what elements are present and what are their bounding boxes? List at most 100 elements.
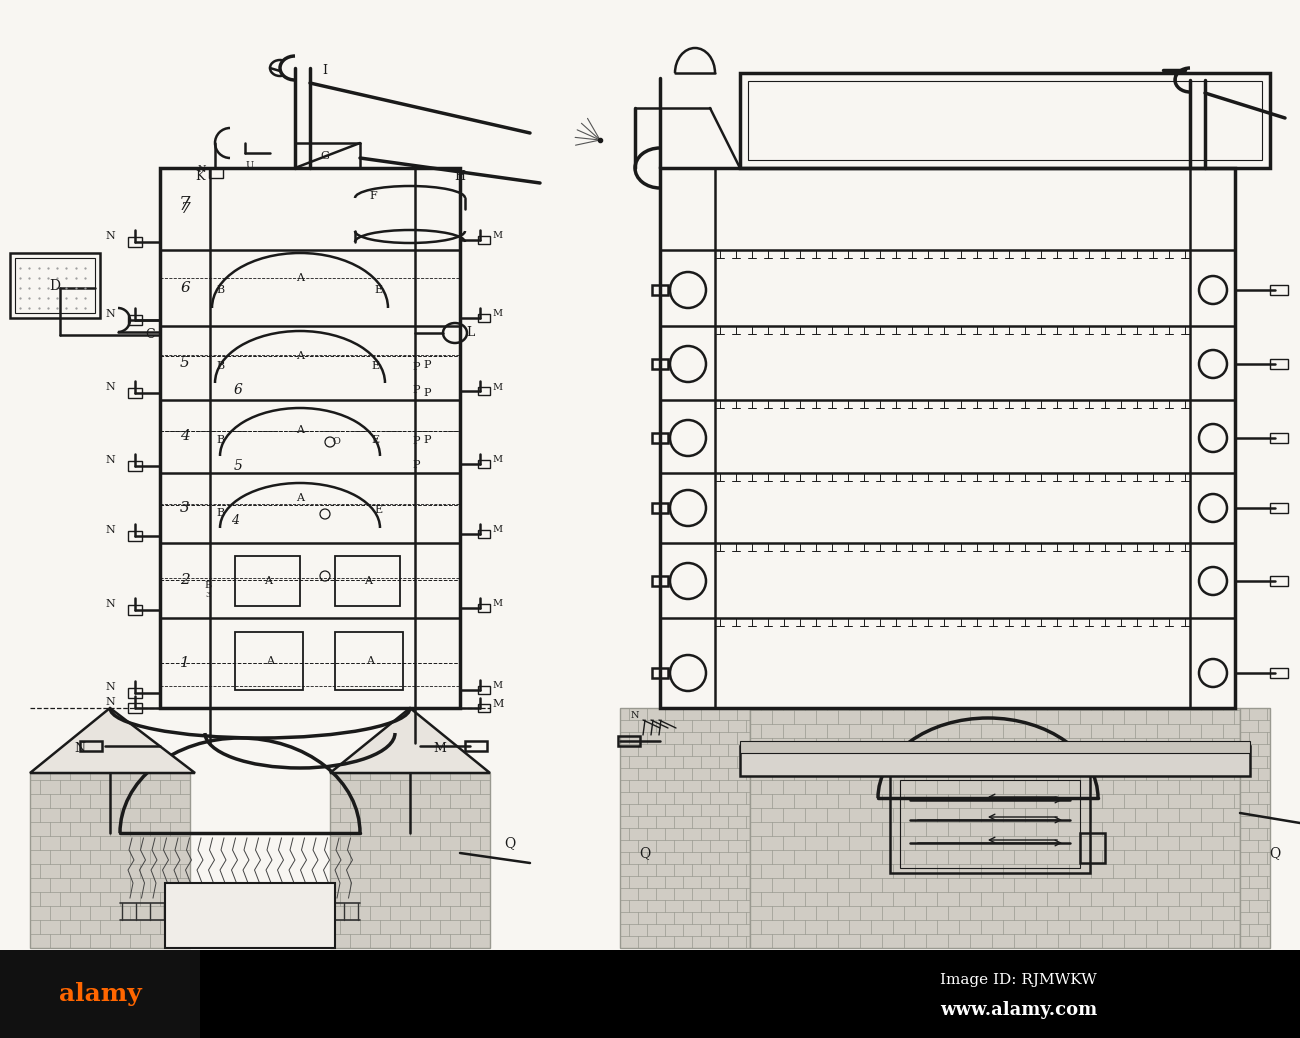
Bar <box>620 708 750 948</box>
Bar <box>1270 433 1288 443</box>
Text: D: D <box>49 279 61 293</box>
Bar <box>160 168 460 708</box>
Text: Image ID: RJMWKW: Image ID: RJMWKW <box>940 973 1097 987</box>
Text: 3: 3 <box>205 591 211 599</box>
Text: F: F <box>369 191 377 201</box>
Text: N: N <box>105 682 114 692</box>
Text: N: N <box>105 696 114 707</box>
Bar <box>127 531 142 541</box>
Bar <box>660 168 715 708</box>
Text: P: P <box>412 436 420 446</box>
Bar <box>653 285 668 295</box>
Bar <box>30 773 190 948</box>
Text: A: A <box>296 351 304 361</box>
Text: A: A <box>296 493 304 503</box>
Text: 5: 5 <box>181 356 190 370</box>
Text: P: P <box>412 362 420 372</box>
Text: P: P <box>412 385 420 395</box>
Bar <box>465 741 488 752</box>
Text: Q: Q <box>1269 846 1280 861</box>
Bar <box>81 741 101 752</box>
Bar <box>478 704 490 712</box>
Bar <box>1190 168 1235 708</box>
Text: A: A <box>296 425 304 435</box>
Bar <box>618 736 640 746</box>
Text: E: E <box>374 285 382 295</box>
Text: N: N <box>105 382 114 392</box>
Text: A: A <box>296 273 304 283</box>
Bar <box>891 773 1089 873</box>
Text: A: A <box>367 656 374 666</box>
Bar <box>653 668 668 678</box>
Text: 5: 5 <box>234 459 242 473</box>
Text: N: N <box>105 599 114 609</box>
Bar <box>747 81 1262 160</box>
Text: 3: 3 <box>181 501 190 515</box>
Text: M: M <box>493 600 503 608</box>
Bar <box>330 773 490 948</box>
Text: N: N <box>105 455 114 465</box>
Text: B: B <box>216 361 224 371</box>
Text: M: M <box>493 682 503 690</box>
Text: L: L <box>465 327 474 339</box>
Text: 6: 6 <box>234 383 242 397</box>
Text: 4: 4 <box>231 514 239 526</box>
Text: 2: 2 <box>181 574 190 588</box>
Bar <box>478 686 490 694</box>
Bar <box>478 236 490 244</box>
Bar <box>127 688 142 698</box>
Text: alamy: alamy <box>58 982 142 1006</box>
Text: M: M <box>493 309 503 319</box>
Bar <box>653 503 668 513</box>
Text: M: M <box>434 741 446 755</box>
Text: E: E <box>374 506 382 515</box>
Text: 7: 7 <box>181 202 190 216</box>
Bar <box>1240 708 1270 948</box>
Bar <box>127 605 142 614</box>
Text: E: E <box>370 361 380 371</box>
Text: B: B <box>216 435 224 445</box>
Bar <box>335 556 400 606</box>
Text: 1: 1 <box>181 656 190 670</box>
Text: B: B <box>216 508 224 518</box>
Text: 6: 6 <box>181 281 190 295</box>
Bar <box>478 604 490 612</box>
Bar <box>127 461 142 471</box>
Text: P: P <box>412 460 420 470</box>
Polygon shape <box>30 708 195 773</box>
Text: 7: 7 <box>179 196 191 214</box>
Bar <box>653 433 668 443</box>
Polygon shape <box>330 708 490 773</box>
Bar <box>165 883 335 948</box>
Bar <box>10 253 100 318</box>
Bar <box>1270 285 1288 295</box>
Text: N: N <box>630 711 640 720</box>
Text: M: M <box>493 456 503 464</box>
Text: B: B <box>216 285 224 295</box>
Text: M: M <box>493 699 503 709</box>
Text: N: N <box>105 309 114 319</box>
Bar <box>740 746 1251 776</box>
Bar <box>740 741 1251 753</box>
Bar <box>1270 576 1288 586</box>
Bar <box>127 237 142 247</box>
Text: Q: Q <box>640 846 650 861</box>
Bar <box>478 530 490 538</box>
Text: O: O <box>332 437 339 445</box>
Bar <box>1270 668 1288 678</box>
Bar <box>750 708 1240 948</box>
Bar <box>1080 834 1105 863</box>
Bar <box>235 556 300 606</box>
Text: Q: Q <box>504 836 516 850</box>
Text: C: C <box>146 328 155 342</box>
Bar <box>0 950 200 1038</box>
Text: A: A <box>364 576 372 586</box>
Bar <box>127 388 142 398</box>
Text: A: A <box>264 576 272 586</box>
Bar <box>235 632 303 690</box>
Bar <box>478 460 490 468</box>
Text: M: M <box>493 231 503 241</box>
Text: www.alamy.com: www.alamy.com <box>940 1001 1097 1019</box>
Bar <box>653 576 668 586</box>
Text: G: G <box>321 151 329 161</box>
